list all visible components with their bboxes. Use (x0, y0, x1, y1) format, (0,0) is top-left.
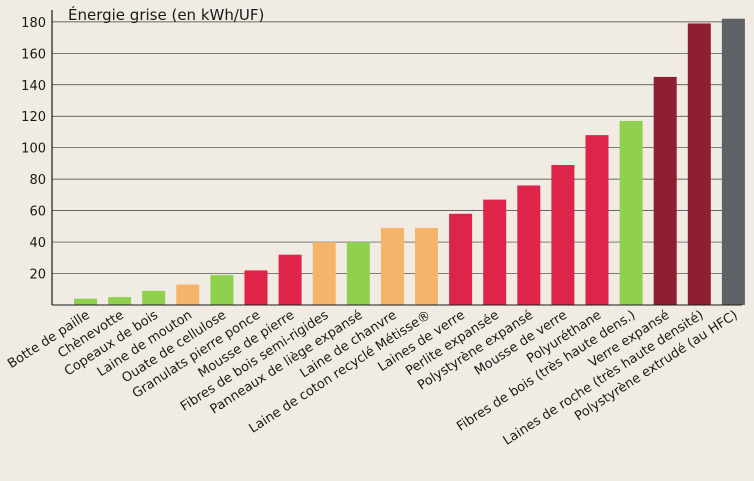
y-tick-label: 80 (29, 173, 46, 188)
bar (415, 227, 438, 305)
y-tick-label: 140 (21, 79, 46, 94)
bar (380, 227, 404, 305)
y-tick-label: 160 (21, 47, 46, 62)
bar (108, 297, 132, 305)
bar (244, 270, 268, 305)
bar (312, 242, 336, 305)
bar (176, 284, 200, 305)
bar (74, 298, 97, 305)
bar (346, 242, 370, 305)
bar (619, 120, 643, 306)
bar (721, 18, 745, 305)
bar (449, 213, 473, 305)
gridlines (52, 21, 742, 274)
bar (517, 185, 541, 305)
bar (483, 199, 507, 305)
y-tick-label: 120 (21, 110, 46, 125)
bar (210, 275, 234, 305)
bar (142, 290, 166, 305)
y-tick-label: 100 (21, 142, 46, 157)
bar (585, 135, 609, 305)
bar (551, 165, 575, 305)
bar (653, 76, 677, 306)
y-tick-label: 40 (29, 236, 46, 251)
y-tick-label: 20 (29, 268, 46, 283)
bar (278, 254, 302, 305)
y-tick-labels: 20 40 60 80 100 120 140 160 180 (21, 16, 46, 283)
chart-title: Énergie grise (en kWh/UF) (68, 5, 264, 24)
y-tick-label: 60 (29, 205, 46, 220)
y-tick-label: 180 (21, 16, 46, 31)
bars (74, 18, 745, 306)
bar (687, 23, 711, 306)
